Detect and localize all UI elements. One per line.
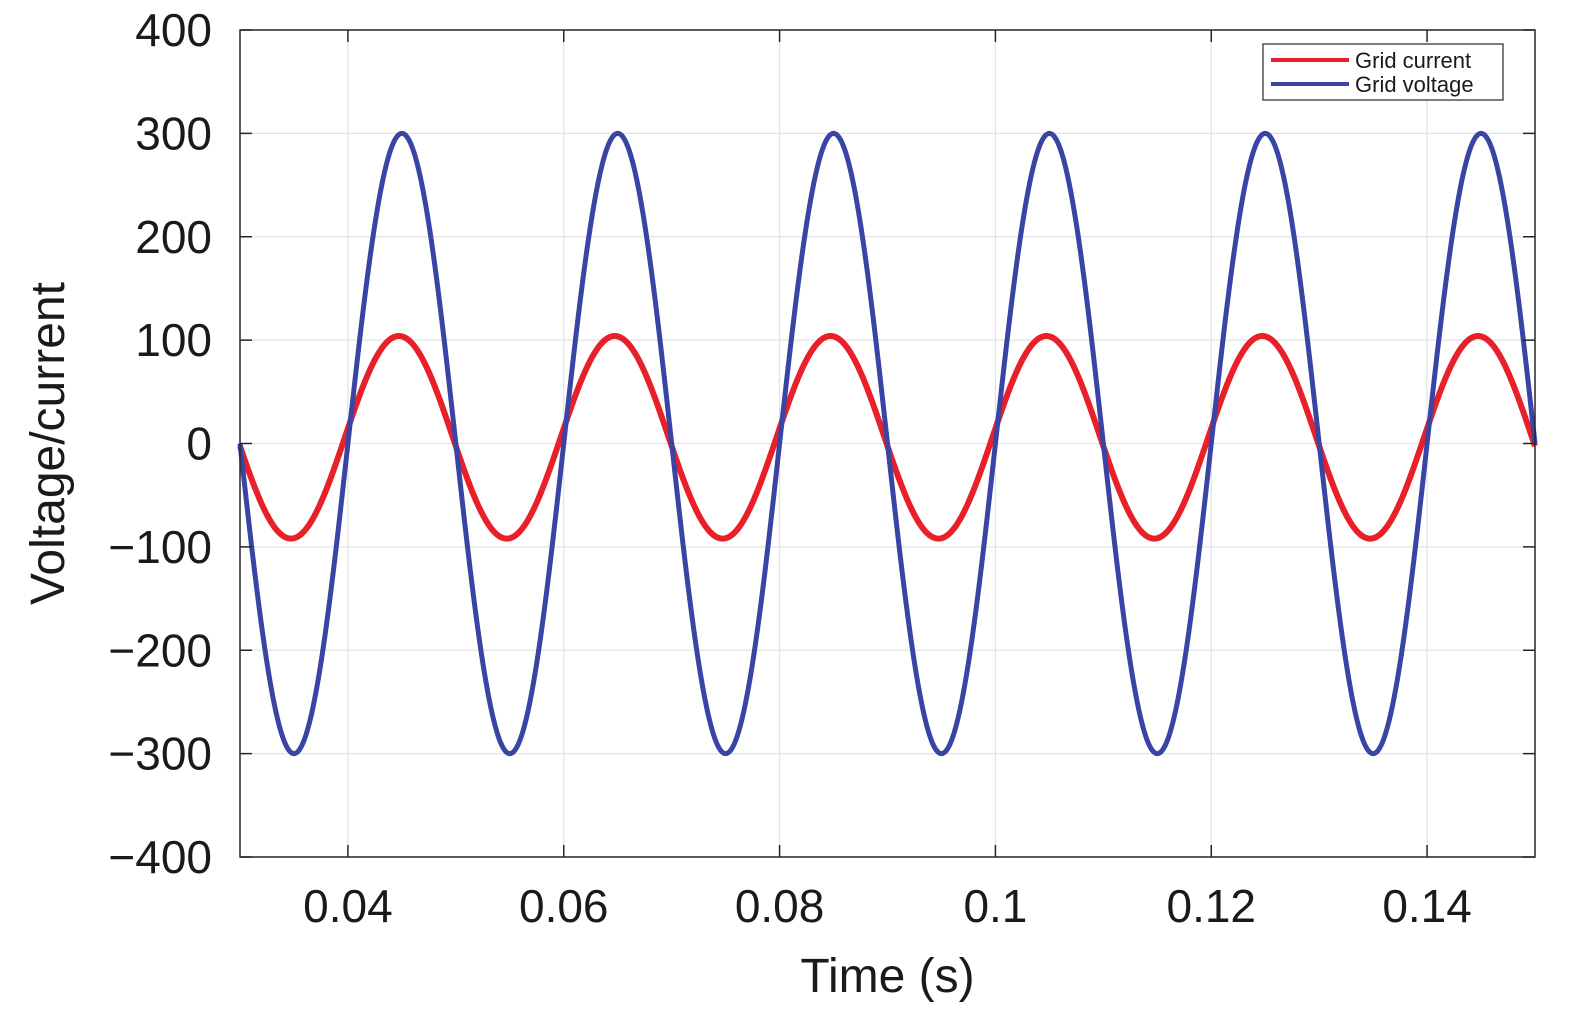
y-tick-label: −100 (108, 521, 212, 573)
series-line-grid-voltage (237, 130, 1538, 757)
axis-ticks (240, 29, 1535, 858)
x-tick-label: 0.08 (735, 880, 825, 932)
y-axis-title: Voltage/current (22, 282, 75, 605)
y-tick-label: −400 (108, 831, 212, 883)
y-tick-label: −300 (108, 728, 212, 780)
y-tick-label: 100 (135, 314, 212, 366)
legend-label: Grid voltage (1355, 72, 1474, 97)
y-tick-label: 300 (135, 107, 212, 159)
x-tick-label: 0.14 (1382, 880, 1472, 932)
y-tick-labels: 400 300 200 100 0 −100 −200 −300 −400 (108, 4, 212, 883)
legend-label: Grid current (1355, 48, 1471, 73)
x-tick-labels: 0.04 0.06 0.08 0.1 0.12 0.14 (303, 880, 1472, 932)
y-tick-label: 200 (135, 211, 212, 263)
y-tick-label: 400 (135, 4, 212, 56)
x-tick-label: 0.12 (1166, 880, 1256, 932)
y-tick-label: −200 (108, 624, 212, 676)
legend-box (1262, 43, 1504, 101)
y-tick-label: 0 (186, 418, 212, 470)
x-axis-title: Time (s) (800, 950, 974, 1003)
x-tick-label: 0.06 (519, 880, 609, 932)
series-lines (237, 130, 1538, 757)
x-tick-label: 0.04 (303, 880, 393, 932)
x-tick-label: 0.1 (963, 880, 1027, 932)
